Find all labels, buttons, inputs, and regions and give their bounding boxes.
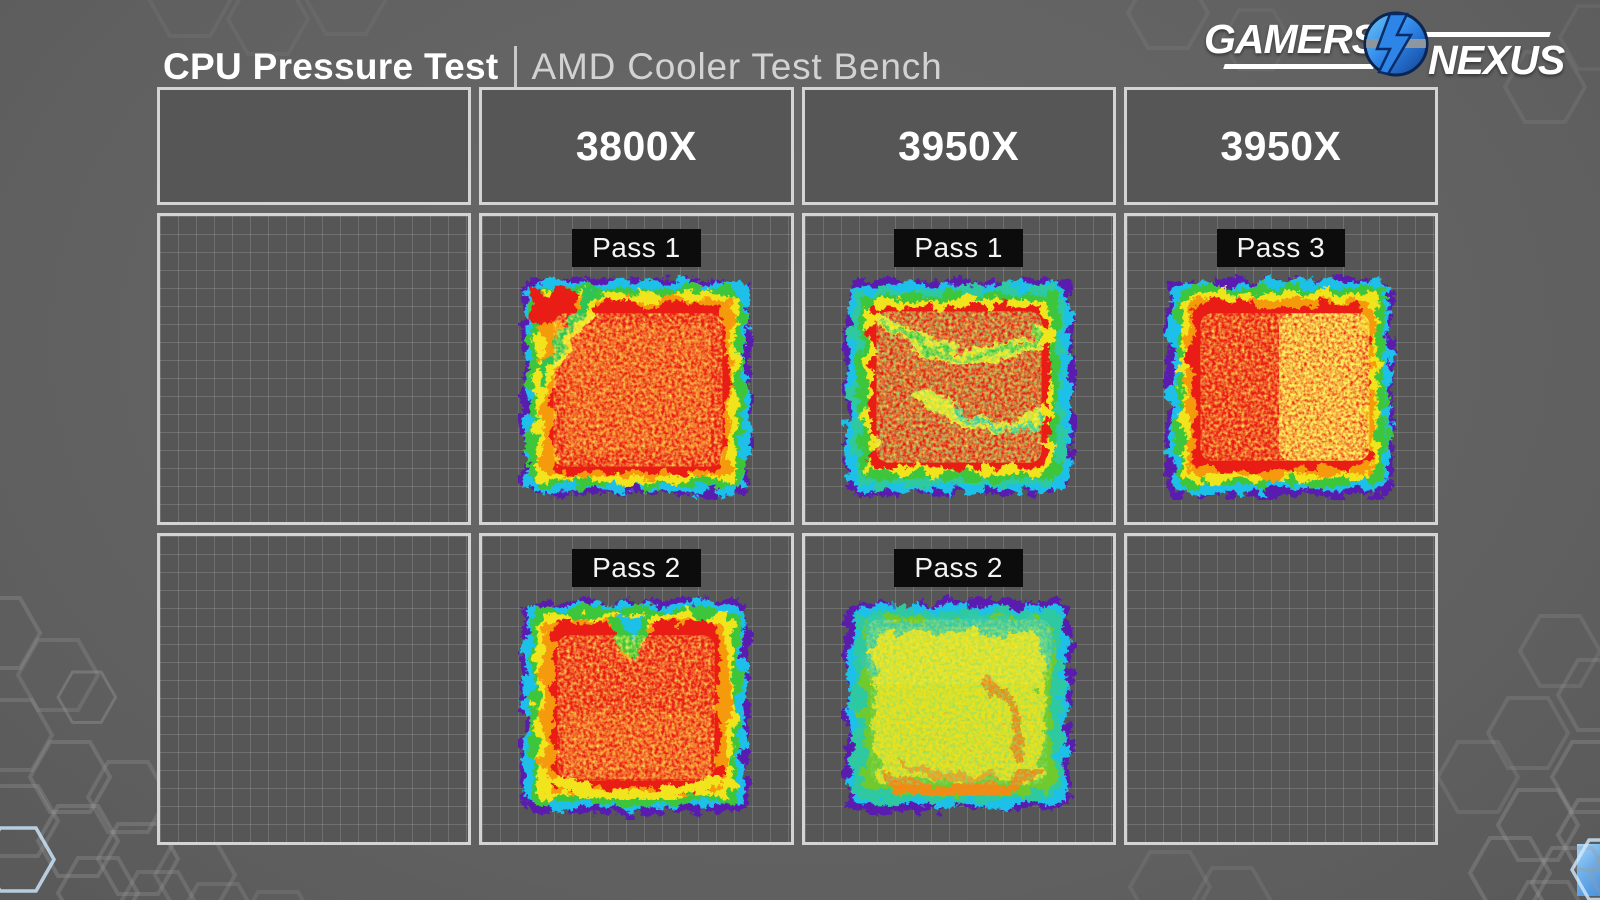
header-cell-empty xyxy=(157,87,472,205)
header-cell-3950x-b: 3950X xyxy=(1123,87,1438,205)
pass-badge: Pass 2 xyxy=(894,549,1023,587)
pass-badge: Pass 2 xyxy=(572,549,701,587)
corner-accent-left xyxy=(0,846,26,900)
lightning-bolt-icon xyxy=(1363,11,1429,77)
header-cell-3950x-a: 3950X xyxy=(801,87,1116,205)
pass-badge: Pass 3 xyxy=(1216,229,1346,267)
cell-3950x-pass1: Pass 1 xyxy=(801,213,1116,525)
cell-3950x-pass2: Pass 2 xyxy=(801,533,1116,845)
pressure-map-3950x-pass3 xyxy=(1166,278,1394,496)
row1-label-cell xyxy=(157,213,472,525)
pressure-map-3950x-pass2 xyxy=(845,601,1070,811)
pressure-test-table: 3800X 3950X 3950X Pass 1 Pass 1 Pass 3 P… xyxy=(157,87,1438,845)
pressure-map-3800x-pass2 xyxy=(522,599,749,813)
column-label: 3950X xyxy=(898,122,1020,169)
pass-badge: Pass 1 xyxy=(572,229,701,267)
page-title: CPU Pressure Test xyxy=(163,46,499,87)
cell-3950x-pass3: Pass 3 xyxy=(1123,213,1438,525)
cell-3800x-pass1: Pass 1 xyxy=(479,213,794,525)
header-cell-3800x: 3800X xyxy=(479,87,794,205)
column-label: 3950X xyxy=(1220,122,1342,169)
row2-label-cell xyxy=(157,533,472,845)
column-label: 3800X xyxy=(575,122,697,169)
corner-accent-right xyxy=(1577,844,1600,896)
cell-3800x-pass2: Pass 2 xyxy=(479,533,794,845)
pressure-map-3950x-pass1 xyxy=(844,279,1073,495)
slide-header: CPU Pressure Test AMD Cooler Test Bench xyxy=(163,44,942,90)
logo-underline xyxy=(1223,64,1375,69)
title-separator xyxy=(513,46,517,88)
cell-empty-bottom-right xyxy=(1123,533,1438,845)
gamersnexus-logo: GAMERS NEXUS xyxy=(1204,6,1570,92)
page-subtitle: AMD Cooler Test Bench xyxy=(531,46,943,87)
logo-text-gamers: GAMERS xyxy=(1204,16,1379,62)
logo-text-nexus: NEXUS xyxy=(1428,37,1565,83)
pass-badge: Pass 1 xyxy=(894,229,1023,267)
pressure-map-3800x-pass1 xyxy=(521,278,751,495)
